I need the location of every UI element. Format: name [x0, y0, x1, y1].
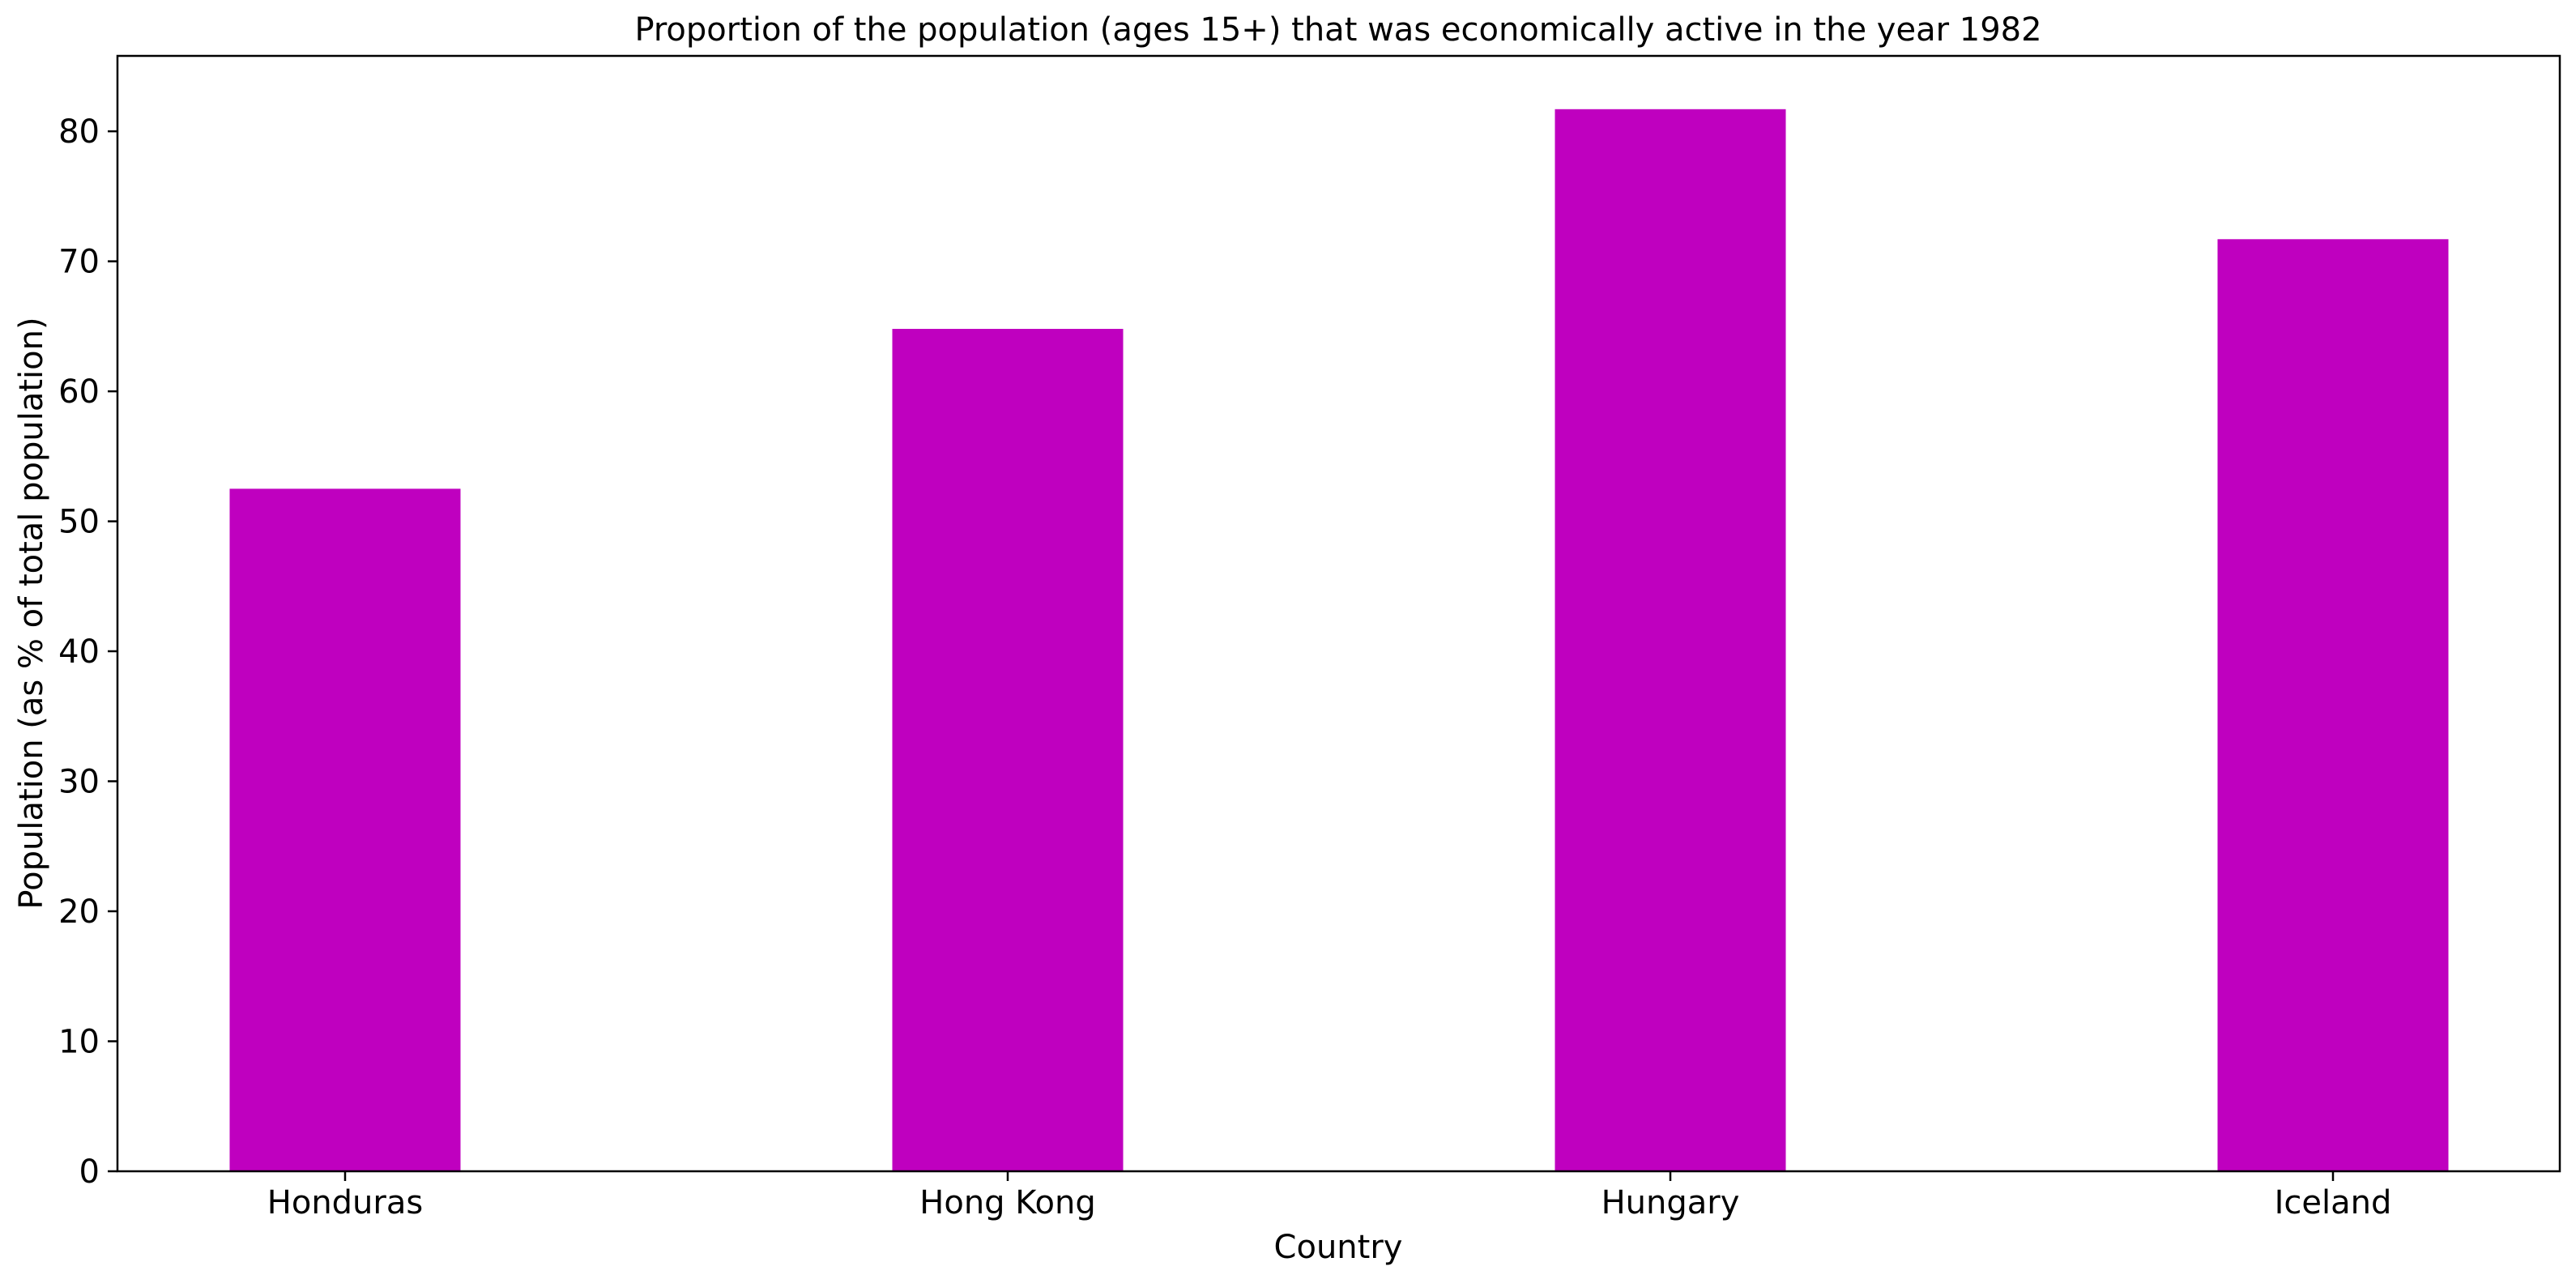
x-ticks-group: Honduras Hong Kong Hungary Iceland — [267, 1171, 2392, 1221]
y-tick-label: 10 — [58, 1024, 100, 1061]
bar-hungary — [1555, 109, 1786, 1171]
bar-iceland — [2217, 239, 2449, 1171]
x-tick-label: Hong Kong — [919, 1184, 1095, 1221]
bar-hong-kong — [892, 329, 1124, 1171]
y-ticks-group: 0 10 20 30 40 50 60 70 80 — [58, 113, 117, 1191]
y-tick-label: 70 — [58, 244, 100, 281]
x-tick-label: Honduras — [267, 1184, 423, 1221]
y-tick-label: 80 — [58, 113, 100, 151]
y-tick-label: 60 — [58, 373, 100, 411]
y-tick-label: 20 — [58, 893, 100, 931]
y-tick-label: 0 — [79, 1153, 100, 1191]
bars-group — [229, 109, 2449, 1171]
bar-honduras — [229, 488, 461, 1171]
x-axis-label: Country — [1274, 1229, 1403, 1266]
y-tick-label: 40 — [58, 633, 100, 671]
chart-title: Proportion of the population (ages 15+) … — [634, 11, 2041, 49]
plot-frame — [116, 54, 2561, 1173]
x-tick-label: Hungary — [1601, 1184, 1740, 1221]
y-tick-label: 30 — [58, 764, 100, 801]
x-tick-label: Iceland — [2275, 1184, 2392, 1221]
y-axis-label: Population (as % of total population) — [13, 317, 50, 909]
y-tick-label: 50 — [58, 504, 100, 541]
